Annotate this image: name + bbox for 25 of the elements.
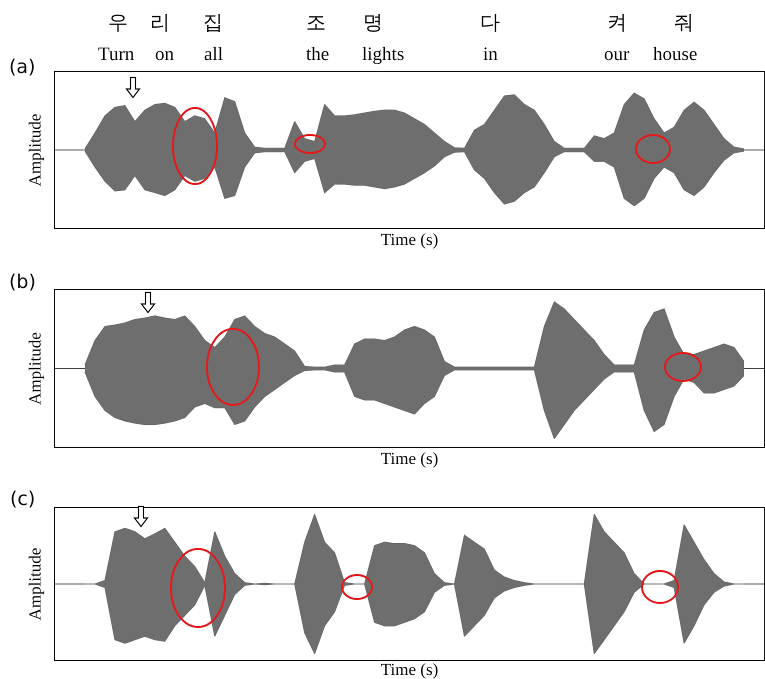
text: (c) [10,488,36,510]
y-axis-title: Amplitude [26,548,45,620]
text: in [483,44,498,65]
text: 조 [306,10,326,34]
text: (a) [9,56,36,78]
text: 켜 [607,10,627,34]
text: 우 [108,10,128,34]
y-axis-title: Amplitude [26,332,45,405]
x-axis-title: Time (s) [380,660,438,679]
x-axis-title: Time (s) [380,448,438,468]
text: 다 [480,10,500,34]
x-axis-title: Time (s) [380,230,438,249]
text: 리 [150,10,170,34]
text: (b) [9,271,36,293]
text: 명 [363,10,383,34]
text: on [155,44,174,65]
text: our [604,44,630,65]
text: house [653,44,698,65]
text: 줘 [674,10,694,34]
text: the [306,44,330,65]
text: 집 [203,10,223,34]
text: Turn [98,44,135,65]
text: lights [362,44,404,65]
y-axis-title: Amplitude [26,114,45,186]
text: all [204,44,223,65]
